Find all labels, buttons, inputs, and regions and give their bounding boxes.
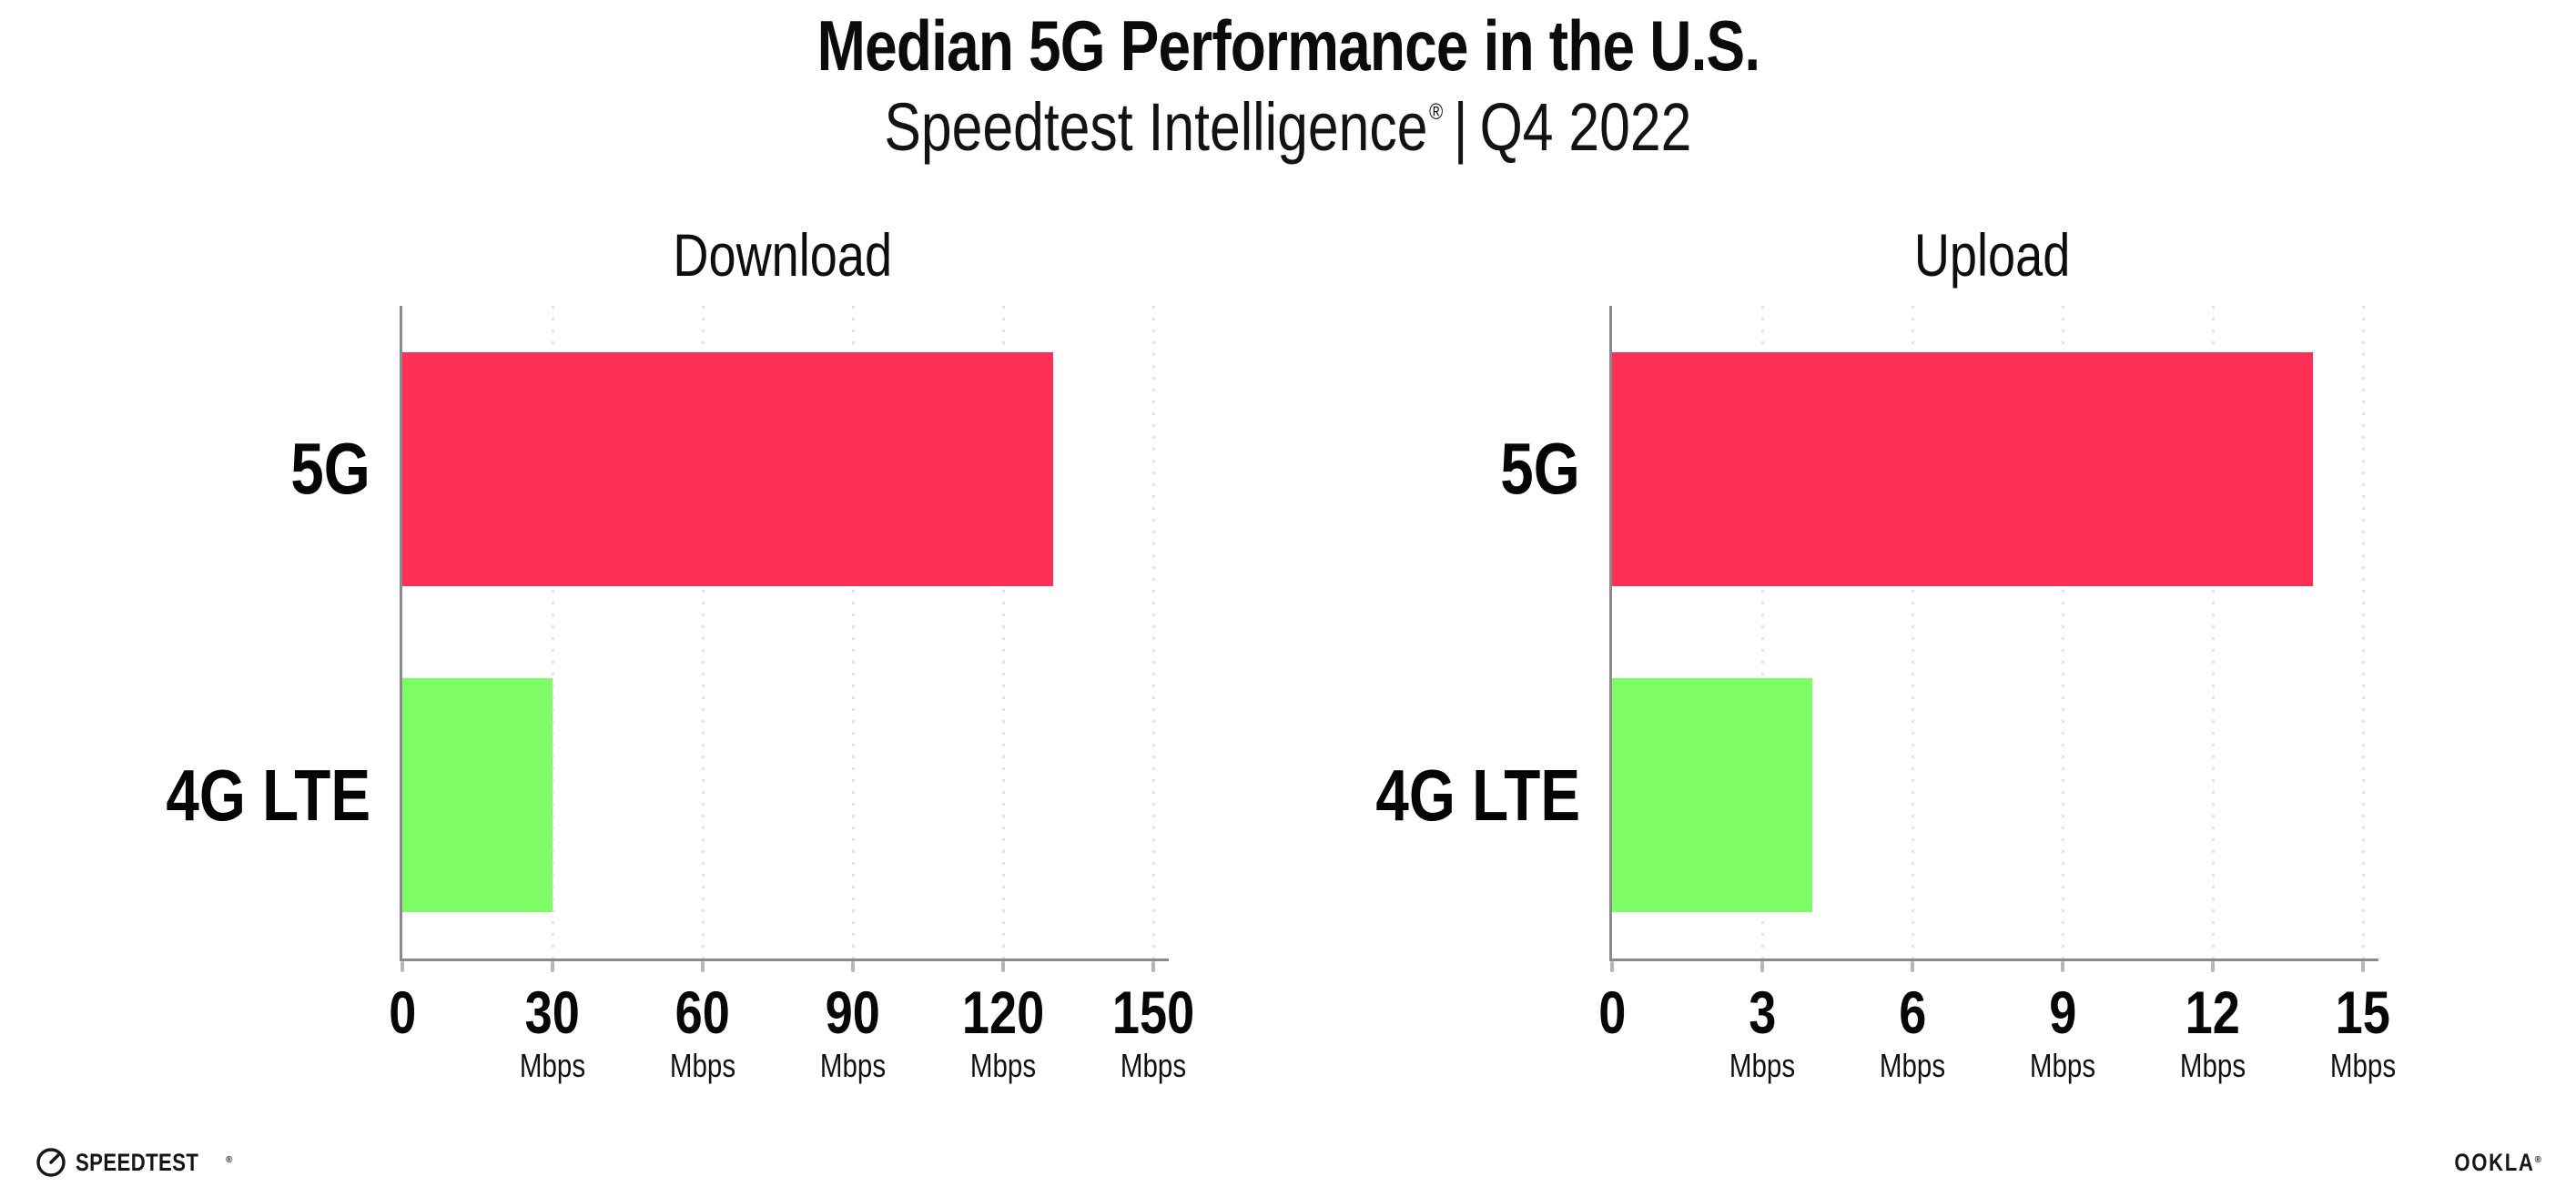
gridline-30 <box>552 306 554 959</box>
tick-unit: Mbps <box>2179 1047 2246 1084</box>
y-label-4g-lte: 4G LTE <box>1253 750 1580 841</box>
y-label-5g: 5G <box>43 423 370 514</box>
gridline-6 <box>1912 306 1914 959</box>
tick-label-120: 120 Mbps <box>903 981 1103 1085</box>
gridline-120 <box>1002 306 1005 959</box>
tick-value: 9 <box>2048 979 2077 1046</box>
ookla-registered-icon: ® <box>2534 1155 2543 1165</box>
gridline-90 <box>852 306 855 959</box>
tick-mark-12 <box>2211 961 2215 972</box>
bar-5g-download <box>402 352 1053 586</box>
tick-label-90: 90 Mbps <box>753 981 953 1085</box>
y-label-4g-lte: 4G LTE <box>43 750 370 841</box>
tick-mark-6 <box>1911 961 1914 972</box>
tick-mark-30 <box>551 961 554 972</box>
tick-label-15: 15 Mbps <box>2263 981 2463 1085</box>
tick-label-3: 3 Mbps <box>1662 981 1862 1085</box>
y-label-text: 4G LTE <box>166 755 370 836</box>
ookla-wordmark: OOKLA <box>2454 1149 2535 1176</box>
tick-mark-0 <box>1610 961 1614 972</box>
speedtest-logo: SPEEDTEST ® <box>35 1146 233 1179</box>
download-plot-area <box>400 306 1169 961</box>
tick-value: 3 <box>1748 979 1777 1046</box>
tick-value: 30 <box>524 979 581 1046</box>
gridline-15 <box>2362 306 2365 959</box>
y-label-text: 4G LTE <box>1375 755 1580 836</box>
tick-value: 0 <box>388 979 417 1046</box>
tick-unit: Mbps <box>669 1047 736 1084</box>
tick-unit: Mbps <box>2329 1047 2397 1084</box>
tick-unit: Mbps <box>519 1047 586 1084</box>
y-label-text: 5G <box>290 428 370 509</box>
page-title-text: Median 5G Performance in the U.S. <box>816 5 1760 86</box>
tick-mark-0 <box>401 961 404 972</box>
tick-label-6: 6 Mbps <box>1812 981 2013 1085</box>
tick-unit: Mbps <box>1879 1047 1946 1084</box>
tick-value: 90 <box>825 979 881 1046</box>
bar-5g-upload <box>1612 352 2313 586</box>
tick-value: 120 <box>961 979 1045 1046</box>
tick-mark-9 <box>2061 961 2064 972</box>
gridline-12 <box>2212 306 2215 959</box>
tick-label-150: 150 Mbps <box>1053 981 1253 1085</box>
tick-mark-90 <box>851 961 855 972</box>
tick-unit: Mbps <box>1729 1047 1796 1084</box>
page-subtitle-text: Speedtest Intelligence® | Q4 2022 <box>884 87 1691 183</box>
gridline-60 <box>702 306 705 959</box>
subtitle-period: Q4 2022 <box>1479 89 1692 165</box>
subtitle-separator: | <box>1453 89 1468 165</box>
tick-label-9: 9 Mbps <box>1962 981 2163 1085</box>
tick-mark-150 <box>1151 961 1155 972</box>
ookla-logo: OOKLA® <box>2437 1149 2543 1177</box>
gridline-150 <box>1152 306 1155 959</box>
download-chart-title: Download <box>673 221 893 289</box>
upload-chart-title: Upload <box>1914 221 2071 289</box>
speedtest-wordmark: SPEEDTEST <box>76 1148 199 1176</box>
tick-mark-60 <box>701 961 705 972</box>
y-label-5g: 5G <box>1253 423 1580 514</box>
tick-label-0: 0 <box>302 981 502 1043</box>
tick-value: 12 <box>2185 979 2241 1046</box>
tick-value: 0 <box>1597 979 1627 1046</box>
tick-label-60: 60 Mbps <box>603 981 803 1085</box>
tick-mark-120 <box>1001 961 1005 972</box>
speedtest-gauge-icon <box>36 1148 66 1177</box>
bar-4g-lte-download <box>402 678 553 912</box>
gridline-3 <box>1761 306 1764 959</box>
y-label-text: 5G <box>1500 428 1580 509</box>
upload-plot-area <box>1609 306 2378 961</box>
speedtest-registered-icon: ® <box>226 1154 233 1165</box>
tick-label-12: 12 Mbps <box>2113 981 2313 1085</box>
tick-value: 6 <box>1898 979 1927 1046</box>
page-subtitle: Speedtest Intelligence® | Q4 2022 <box>0 87 2576 183</box>
bar-4g-lte-upload <box>1612 678 1812 912</box>
tick-unit: Mbps <box>1120 1047 1187 1084</box>
tick-label-30: 30 Mbps <box>452 981 653 1085</box>
gridline-9 <box>2062 306 2064 959</box>
subtitle-brand: Speedtest Intelligence <box>884 89 1428 165</box>
tick-value: 150 <box>1111 979 1195 1046</box>
tick-unit: Mbps <box>2029 1047 2096 1084</box>
tick-mark-3 <box>1760 961 1764 972</box>
tick-value: 60 <box>674 979 731 1046</box>
registered-trademark-icon: ® <box>1429 99 1444 125</box>
tick-mark-15 <box>2361 961 2365 972</box>
page-title: Median 5G Performance in the U.S. <box>0 4 2576 87</box>
tick-unit: Mbps <box>969 1047 1037 1084</box>
tick-unit: Mbps <box>819 1047 887 1084</box>
tick-label-0: 0 <box>1512 981 1712 1043</box>
tick-value: 15 <box>2335 979 2391 1046</box>
